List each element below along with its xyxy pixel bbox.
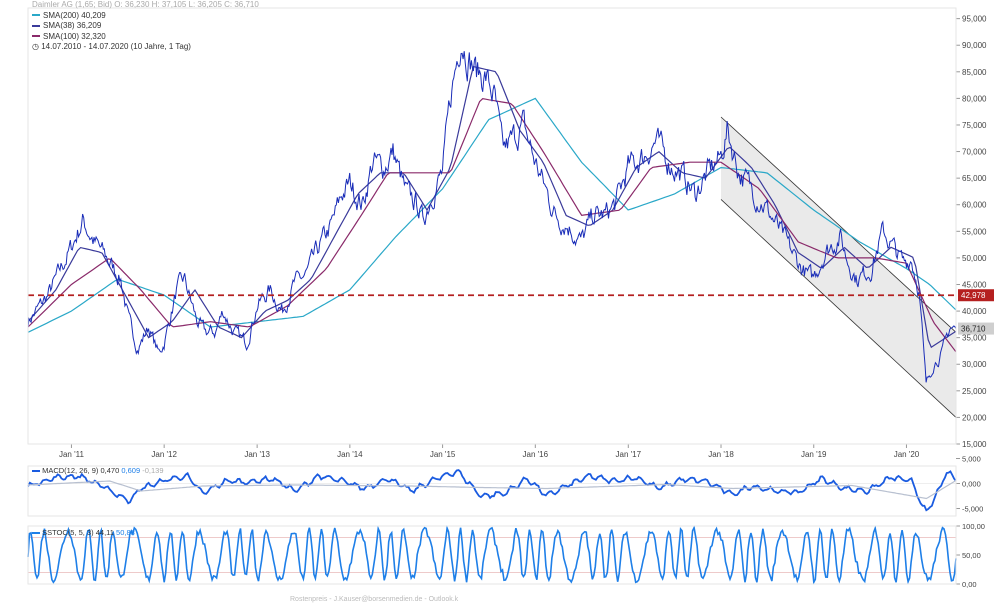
resistance-badge <box>958 289 994 302</box>
x-tick-label: Jan '20 <box>894 450 920 459</box>
price-y-tick-label: 45,000 <box>962 280 987 289</box>
x-tick-label: Jan '14 <box>337 450 363 459</box>
stoch-label: SSTOC(5, 5, 3) <box>42 528 94 537</box>
sma38-label: SMA(38) <box>43 21 75 30</box>
legend-sma38: SMA(38) 36,209 <box>32 21 259 32</box>
stoch-legend: SSTOC(5, 5, 3) 44,11 50,88 <box>32 528 135 537</box>
last-price-badge-label: 36,710 <box>961 325 986 334</box>
legend-sma100: SMA(100) 32,320 <box>32 32 259 43</box>
price-y-tick-label: 50,000 <box>962 254 987 263</box>
macd-y-tick-label: -5,000 <box>962 505 983 514</box>
sma38-swatch <box>32 24 40 27</box>
instrument-line: Daimler AG (1,65; Bid) O: 36,230 H: 37,1… <box>32 0 259 9</box>
sma200-swatch <box>32 14 40 17</box>
x-tick-label: Jan '15 <box>430 450 456 459</box>
macd-label: MACD(12, 26, 9) <box>42 466 99 475</box>
macd-signal-line <box>27 479 957 500</box>
price-y-tick-label: 40,000 <box>962 307 987 316</box>
price-y-tick-label: 35,000 <box>962 334 987 343</box>
x-tick-label: Jan '17 <box>616 450 642 459</box>
macd-signal-value: 0,609 <box>121 466 141 475</box>
x-tick-label: Jan '12 <box>151 450 177 459</box>
macd-hist-value: -0,139 <box>142 466 164 475</box>
price-y-tick-label: 95,000 <box>962 15 987 24</box>
last-price-badge <box>958 322 994 335</box>
price-y-tick-label: 20,000 <box>962 413 987 422</box>
macd-frame <box>27 465 957 517</box>
price-y-tick-label: 55,000 <box>962 227 987 236</box>
price-legend: Daimler AG (1,65; Bid) O: 36,230 H: 37,1… <box>32 0 259 53</box>
price-y-tick-label: 30,000 <box>962 360 987 369</box>
price-y-tick-label: 60,000 <box>962 201 987 210</box>
stoch-y-tick-label: 0,00 <box>962 580 977 589</box>
stoch-frame <box>27 525 957 585</box>
macd-y-tick-label: 0,000 <box>962 480 981 489</box>
x-tick-label: Jan '16 <box>523 450 549 459</box>
period-text: 14.07.2010 - 14.07.2020 (10 Jahre, 1 Tag… <box>41 42 191 51</box>
stoch-line <box>27 525 957 585</box>
stoch-swatch <box>32 532 40 535</box>
x-tick-label: Jan '19 <box>801 450 827 459</box>
price-panel: 95,000 90,000 85,000 80,000 75,000 70,000 65,0… <box>27 15 994 459</box>
price-y-tick-label: 75,000 <box>962 121 987 130</box>
watermark: Rostenpreis - J.Kauser@borsenmedien.de -… <box>290 596 459 603</box>
macd-line <box>27 469 957 512</box>
price-y-tick-label: 85,000 <box>962 68 987 77</box>
stoch-y-tick-label: 100,00 <box>962 522 985 531</box>
price-y-tick-label: 25,000 <box>962 387 987 396</box>
price-y-tick-label: 80,000 <box>962 94 987 103</box>
sma-line-sma38 <box>27 65 957 349</box>
x-tick-label: Jan '13 <box>244 450 270 459</box>
stochastic-panel: 100,00 50,00 0,00 <box>27 522 985 589</box>
macd-value: 0,470 <box>100 466 120 475</box>
stoch-value: 44,11 <box>95 528 114 537</box>
macd-panel: 5,000 0,000 -5,000 <box>27 455 983 514</box>
x-tick-label: Jan '18 <box>708 450 734 459</box>
sma100-value: 32,320 <box>81 31 106 41</box>
macd-y-tick-label: 5,000 <box>962 455 981 464</box>
sma100-label: SMA(100) <box>43 31 80 41</box>
period-line: ◷ 14.07.2010 - 14.07.2020 (10 Jahre, 1 T… <box>32 42 259 53</box>
price-y-tick-label: 15,000 <box>962 440 987 449</box>
trend-channel-lower <box>720 199 957 418</box>
macd-swatch <box>32 470 40 473</box>
price-line <box>27 51 957 383</box>
x-tick-label: Jan '11 <box>59 450 85 459</box>
stoch-y-tick-label: 50,00 <box>962 551 981 560</box>
legend-sma200: SMA(200) 40,209 <box>32 11 259 22</box>
resistance-badge-label: 42,978 <box>961 291 986 300</box>
sma100-swatch <box>32 35 40 38</box>
stoch-signal-value: 50,88 <box>116 528 135 537</box>
price-y-tick-label: 70,000 <box>962 148 987 157</box>
price-frame <box>27 7 957 445</box>
macd-legend: MACD(12, 26, 9) 0,470 0,609 -0,139 <box>32 466 164 475</box>
price-y-tick-label: 90,000 <box>962 41 987 50</box>
sma38-value: 36,209 <box>76 21 102 30</box>
sma200-label: SMA(200) <box>43 10 80 20</box>
price-y-tick-label: 65,000 <box>962 174 987 183</box>
sma200-value: 40,209 <box>81 10 106 20</box>
trend-channel-fill <box>721 117 956 418</box>
trend-channel-upper <box>720 116 957 333</box>
clock-icon: ◷ <box>32 42 39 51</box>
